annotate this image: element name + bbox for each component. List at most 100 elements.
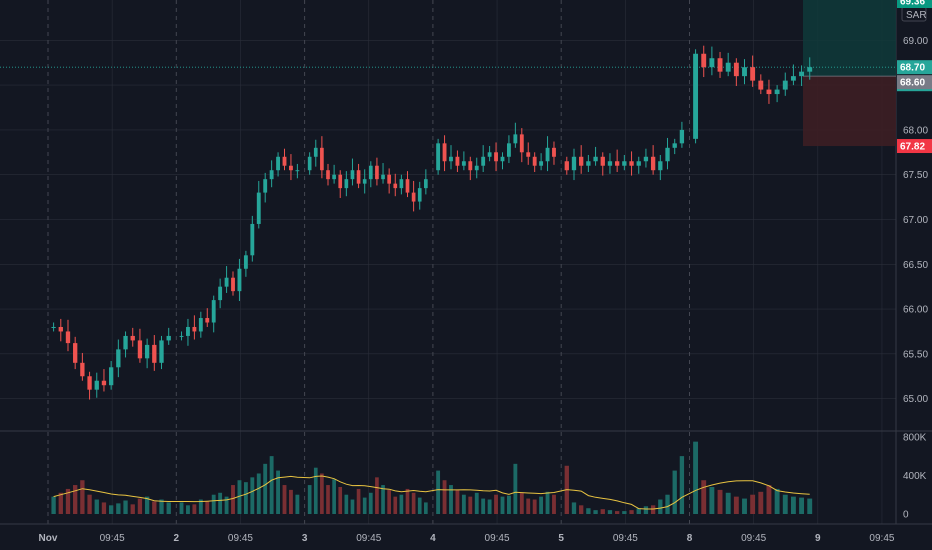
candle-body [159, 340, 164, 363]
volume-bar [130, 504, 135, 514]
candle-body [320, 147, 324, 171]
volume-bar [399, 494, 404, 514]
candle-body [564, 161, 569, 171]
volume-bar [709, 486, 715, 514]
time-tick-label: 09:45 [228, 533, 253, 544]
candle-body [742, 67, 747, 77]
volume-bar [636, 508, 641, 514]
candle-body [152, 344, 157, 363]
volume-bar [116, 503, 121, 514]
volume-bar [436, 470, 441, 514]
volume-bar [243, 482, 248, 514]
candle-body [65, 331, 71, 344]
volume-bar [250, 477, 255, 514]
volume-bar [500, 496, 505, 514]
volume-bar [614, 511, 620, 514]
time-tick-label: 09:45 [356, 533, 381, 544]
volume-bar [481, 498, 486, 514]
volume-bar [282, 485, 287, 514]
candle-body [790, 76, 796, 81]
candle-body [198, 318, 203, 332]
candle-body [123, 335, 128, 350]
candle-body [269, 170, 274, 180]
volume-bar [600, 509, 605, 514]
candle-body [545, 147, 550, 162]
volume-bar [519, 492, 524, 514]
candle-body [600, 156, 605, 166]
candle-body [313, 147, 318, 157]
candle-body [593, 156, 598, 162]
volume-axis: 0 400K 800K [903, 432, 927, 520]
candle-body [481, 156, 486, 166]
volume-bar [289, 489, 293, 514]
candle-body [782, 80, 788, 90]
volume-bar [186, 505, 190, 514]
candle-body [468, 161, 473, 171]
volume-bar [799, 497, 805, 514]
volume-pane [51, 441, 813, 514]
candle-body [725, 62, 731, 72]
volume-bar [487, 499, 492, 514]
candle-body [224, 277, 229, 287]
candle-body [672, 143, 677, 148]
candle-body [474, 165, 479, 171]
candle-body [256, 192, 261, 224]
volume-ma-line [53, 475, 810, 510]
candle-body [80, 362, 85, 377]
entry-price-tag [897, 75, 932, 90]
profit-zone[interactable] [803, 0, 896, 77]
time-tick-label: 09:45 [869, 533, 894, 544]
time-axis[interactable]: Nov 09:45 2 09:45 3 09:45 4 09:45 5 09:45 8 09:45 9 0… [39, 533, 895, 544]
volume-bar [344, 494, 349, 514]
candle-body [733, 62, 739, 77]
candle-body [436, 143, 441, 171]
volume-bar [73, 485, 78, 514]
candle-body [622, 161, 627, 166]
volume-bar [269, 456, 274, 514]
volume-bar [742, 498, 747, 514]
candle-body [218, 286, 223, 301]
candle-body [494, 152, 498, 162]
volume-bar [650, 505, 656, 514]
volume-bar [679, 456, 685, 514]
volume-bar [622, 511, 627, 514]
volume-bar [87, 494, 92, 514]
candle-body [192, 326, 197, 332]
volume-bar [350, 499, 355, 514]
volume-bar [218, 492, 223, 514]
volume-bar [774, 488, 780, 514]
candle-body [307, 156, 312, 171]
volume-bar [424, 502, 428, 514]
candle-body [338, 174, 343, 189]
candle-body [116, 349, 121, 368]
volume-bar [665, 494, 670, 514]
volume-bar [579, 505, 584, 514]
candle-body [506, 143, 511, 157]
position-tool[interactable] [0, 0, 896, 147]
time-tick-label: 9 [815, 533, 821, 544]
volume-bar [368, 492, 373, 514]
candle-body [658, 161, 663, 171]
volume-bar [224, 496, 229, 514]
volume-bar [356, 488, 361, 514]
last-price-tag-text: 68.70 [900, 63, 925, 74]
volume-bar [405, 488, 410, 514]
candle-body [766, 89, 772, 95]
volume-bar [320, 473, 324, 514]
price-tick-label: 66.50 [903, 260, 928, 271]
volume-bar [108, 505, 114, 514]
volume-bar [101, 502, 107, 514]
stop-price-tag [897, 139, 932, 154]
volume-bar [658, 499, 663, 514]
loss-zone[interactable] [803, 76, 896, 147]
candle-body [571, 156, 577, 171]
candle-body [717, 58, 723, 72]
candle-body [532, 156, 537, 166]
candle-body [295, 170, 300, 172]
candles [51, 45, 813, 400]
price-tick-label: 68.00 [903, 125, 928, 136]
price-tick-label: 67.00 [903, 215, 928, 226]
time-tick-label: 4 [430, 533, 436, 544]
